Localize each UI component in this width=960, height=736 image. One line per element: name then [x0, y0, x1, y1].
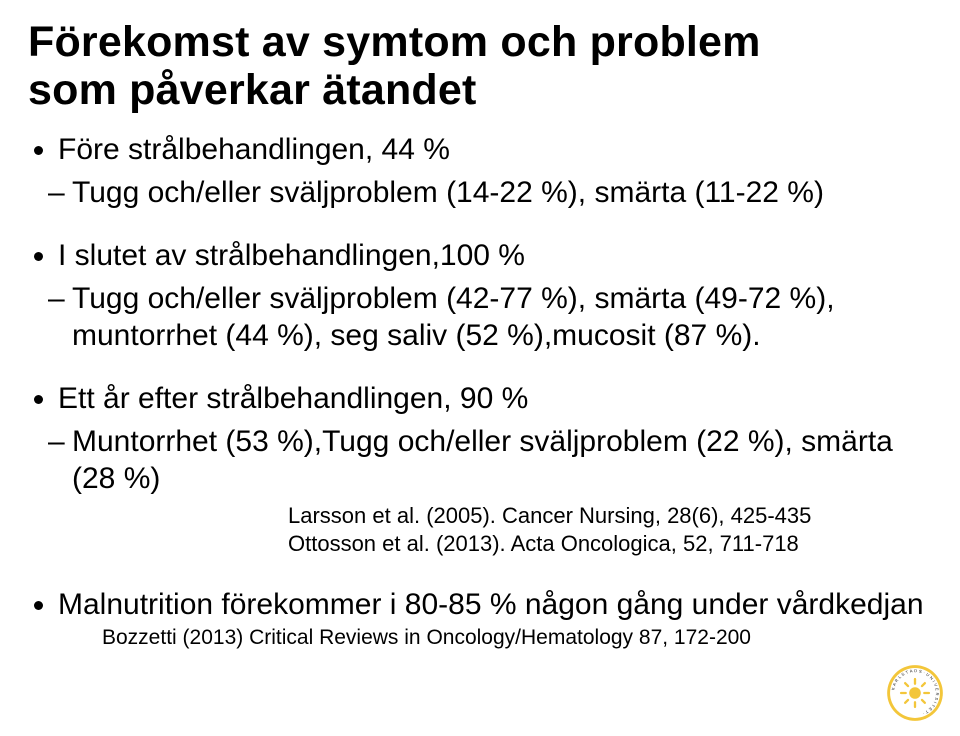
slide-title: Förekomst av symtom och problem som påve… — [28, 18, 932, 114]
end-treatment-sublist: Tugg och/eller sväljproblem (42-77 %), s… — [28, 280, 932, 355]
title-line-2: som påverkar ätandet — [28, 66, 477, 114]
before-treatment-sublist: Tugg och/eller sväljproblem (14-22 %), s… — [28, 174, 932, 212]
one-year-heading: Ett år efter strålbehandlingen, 90 % — [58, 381, 932, 417]
citation-larsson: Larsson et al. (2005). Cancer Nursing, 2… — [288, 502, 932, 531]
university-logo: K A R L S T A D S · U N I V E R S I T E … — [886, 664, 944, 722]
before-treatment-heading: Före strålbehandlingen, 44 % — [58, 132, 932, 168]
logo-sun-icon — [901, 679, 929, 707]
bullet-list: Ett år efter strålbehandlingen, 90 % — [28, 381, 932, 417]
bullet-list: I slutet av strålbehandlingen,100 % — [28, 238, 932, 274]
citation-ottosson: Ottosson et al. (2013). Acta Oncologica,… — [288, 530, 932, 559]
end-treatment-detail: Tugg och/eller sväljproblem (42-77 %), s… — [52, 280, 932, 355]
title-line-1: Förekomst av symtom och problem — [28, 18, 761, 66]
before-treatment-detail: Tugg och/eller sväljproblem (14-22 %), s… — [52, 174, 932, 212]
malnutrition-heading: Malnutrition förekommer i 80-85 % någon … — [58, 587, 932, 623]
end-treatment-heading: I slutet av strålbehandlingen,100 % — [58, 238, 932, 274]
one-year-sublist: Muntorrhet (53 %),Tugg och/eller sväljpr… — [28, 423, 932, 498]
bullet-list: Malnutrition förekommer i 80-85 % någon … — [28, 587, 932, 623]
bullet-list: Före strålbehandlingen, 44 % — [28, 132, 932, 168]
citation-block: Larsson et al. (2005). Cancer Nursing, 2… — [288, 502, 932, 559]
one-year-detail: Muntorrhet (53 %),Tugg och/eller sväljpr… — [52, 423, 932, 498]
citation-bozzetti: Bozzetti (2013) Critical Reviews in Onco… — [102, 625, 932, 651]
